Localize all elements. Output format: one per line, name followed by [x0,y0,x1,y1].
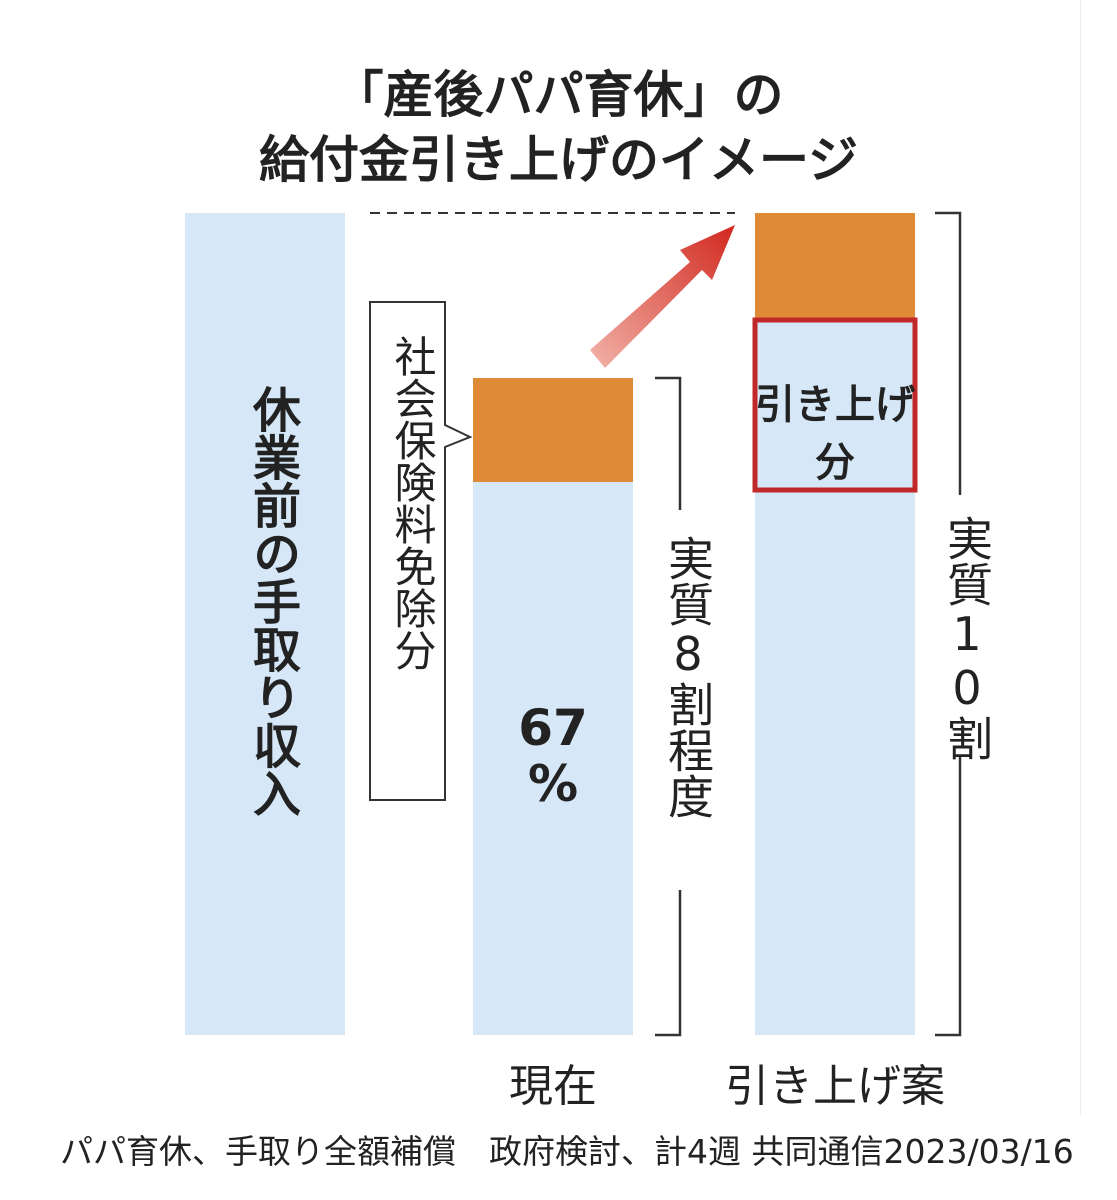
title-line: 給付金引き上げのイメージ [259,131,858,189]
bracket-current [655,376,682,1037]
rate-unit: % [527,755,579,813]
title-line: 「産後パパ育休」の [333,66,784,124]
raise-label: 引き上げ分 [755,382,915,486]
callout-text: 社会保険料免除分 [388,335,437,671]
bar-label: 休業前の手取り収入 [244,385,300,817]
bracket-label: 実質10割 [940,515,994,761]
bar-current-exempt [473,378,633,482]
bar-proposal-exempt [755,213,915,318]
diagram [185,211,962,1037]
bracket-proposal [935,211,962,1037]
rate-number: 67 [518,699,588,757]
caption: パパ育休、手取り全額補償 政府検討、計4週 共同通信2023/03/16 [60,1132,1074,1171]
bar-before [185,213,345,1035]
callout-box [369,301,473,801]
column-label: 引き上げ案 [725,1061,945,1112]
bar-proposal [755,318,915,1035]
arrow [590,225,735,368]
rate: 67 % [473,700,633,812]
column-label: 現在 [509,1061,597,1112]
raise-box [752,317,918,493]
bracket-label: 実質8割程度 [661,535,715,819]
bar-current [473,482,633,1035]
